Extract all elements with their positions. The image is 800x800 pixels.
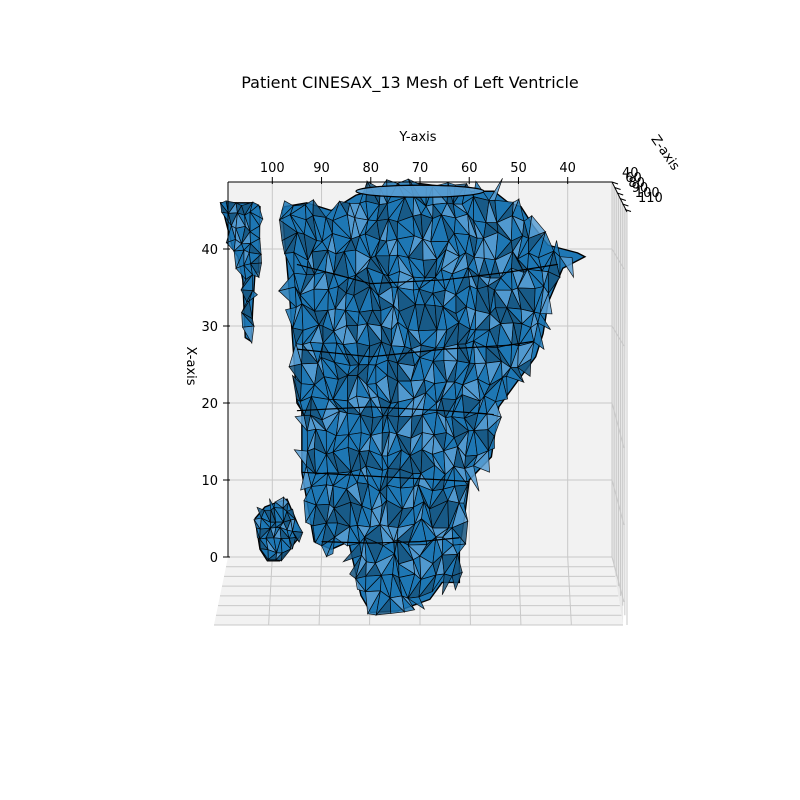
z-tick-label: 80 (628, 176, 645, 191)
side-row-gridline (611, 556, 625, 603)
main-body-triangle (517, 358, 532, 377)
main-body-triangle (533, 322, 545, 351)
z-axis-label: Z-axis (647, 133, 682, 174)
z-tick-label: 100 (635, 186, 660, 201)
main-body-triangle (537, 312, 551, 330)
y-tick-label: 60 (461, 161, 478, 176)
main-body-triangle (407, 596, 426, 611)
y-tick-label: 100 (260, 161, 285, 176)
z-tick-label: 60 (625, 171, 642, 186)
top-cap (355, 184, 485, 198)
left-strip-triangle (241, 325, 255, 345)
z-tick-mark (619, 198, 626, 201)
slice-contour (301, 471, 470, 483)
slice-contour (296, 406, 494, 416)
main-body-triangle (431, 573, 446, 592)
main-body-triangle (401, 594, 416, 613)
lower-blob-triangle (255, 527, 261, 540)
main-body-triangle (559, 256, 574, 279)
main-body-triangle (346, 525, 361, 547)
main-body-triangle (547, 271, 561, 295)
floor-gridline (468, 556, 471, 626)
x-tick-label: 10 (201, 474, 218, 489)
floor-gridline (268, 556, 273, 626)
main-body-triangle (441, 573, 453, 595)
side-row-gridline (611, 325, 625, 347)
side-pane (612, 182, 627, 625)
main-body-triangle (300, 465, 312, 491)
z-tick-mark (614, 187, 621, 190)
z-tick-label: 110 (638, 191, 663, 206)
z-tick-mark (611, 181, 619, 185)
main-body-triangle (464, 465, 480, 492)
y-axis-label: Y-axis (398, 130, 436, 145)
lower-blob-triangle (288, 538, 294, 550)
main-body-triangle (452, 543, 467, 556)
x-tick-label: 30 (201, 320, 218, 335)
y-tick-label: 70 (412, 161, 429, 176)
z-tick-label: 90 (632, 181, 649, 196)
lower-blob-triangle (281, 548, 292, 562)
x-tick-label: 40 (201, 243, 218, 258)
y-tick-label: 80 (362, 161, 379, 176)
main-body-triangle (355, 578, 367, 593)
z-tick-mark (622, 203, 629, 207)
floor-gridline (567, 556, 572, 626)
z-tick-mark (617, 192, 624, 196)
slice-contour (296, 340, 534, 358)
ventricle-mesh (219, 178, 587, 617)
x-axis-label: X-axis (183, 347, 198, 386)
chart-title: Patient CINESAX_13 Mesh of Left Ventricl… (241, 73, 579, 93)
side-row-gridline (611, 402, 625, 449)
x-tick-label: 20 (201, 397, 218, 412)
main-body-triangle (451, 571, 463, 592)
main-body-triangle (495, 376, 508, 403)
lower-blob-triangle (292, 531, 300, 543)
main-body-triangle (487, 436, 495, 452)
main-body-triangle (506, 366, 525, 384)
y-tick-label: 90 (313, 161, 330, 176)
slice-contour (296, 263, 558, 285)
floor-gridline (318, 556, 323, 626)
y-tick-label: 50 (510, 161, 527, 176)
main-body-triangle (472, 449, 490, 473)
floor-gridline (517, 556, 522, 626)
slice-contour (321, 537, 460, 544)
left-strip-triangle (248, 289, 258, 302)
z-tick-label: 40 (622, 166, 639, 181)
z-axis-line (611, 181, 628, 213)
side-row-gridline (611, 248, 625, 270)
main-body-triangle (539, 292, 553, 315)
main-body-triangle (389, 597, 406, 614)
x-tick-label: 0 (210, 551, 218, 566)
side-row-gridline (611, 479, 625, 526)
z-tick-mark (624, 209, 632, 212)
y-tick-label: 40 (559, 161, 576, 176)
